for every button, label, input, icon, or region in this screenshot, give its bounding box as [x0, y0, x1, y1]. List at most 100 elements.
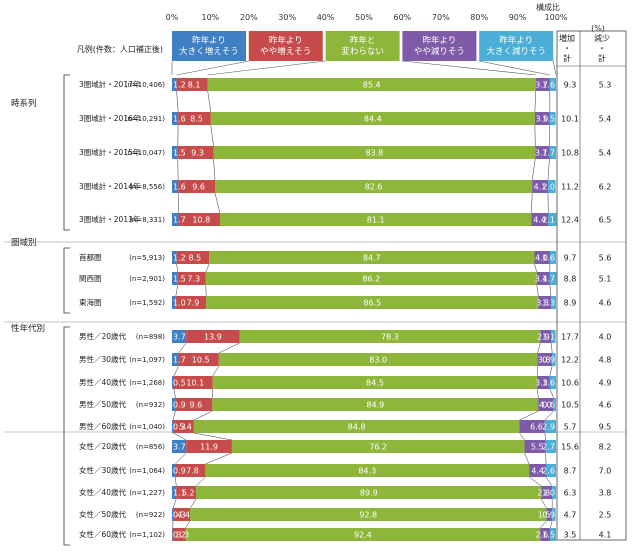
data-label: 1.6	[173, 183, 186, 192]
bar-segment	[538, 296, 552, 309]
data-label: 8.1	[188, 81, 201, 90]
legend-swatch	[479, 31, 554, 61]
row-n-label: (n=2,901)	[129, 275, 165, 283]
row-label: 女性／50歳代	[79, 509, 127, 519]
row-connector-line	[178, 342, 187, 354]
bar-segment	[209, 251, 535, 264]
side-header: 計	[563, 53, 571, 63]
group-bracket	[63, 247, 70, 314]
bar-segment	[551, 330, 556, 343]
increase-total: 8.8	[564, 275, 577, 284]
data-label: 0.3	[173, 423, 186, 432]
data-label: 0.9	[542, 511, 555, 520]
row-connector-line	[185, 520, 191, 529]
legend-entry: 昨年より	[192, 35, 226, 46]
bar-segment	[172, 528, 186, 541]
row-label: 3圏域計・2013年	[79, 214, 141, 224]
data-label: 9.6	[190, 401, 203, 410]
data-label: 0.2	[173, 531, 186, 540]
bar-segment	[210, 112, 535, 125]
row-connector-line	[544, 410, 554, 421]
bar-segment	[172, 296, 176, 309]
row-connector-line	[544, 432, 546, 441]
row-connector-line	[524, 452, 530, 465]
bar-segment	[186, 330, 240, 343]
x-tick-label: 40%	[317, 13, 335, 22]
row-connector-line	[519, 410, 539, 421]
increase-total: 9.3	[564, 81, 577, 90]
bar-segment	[173, 420, 194, 433]
increase-total: 3.5	[564, 531, 577, 540]
bar-segment	[552, 508, 556, 521]
bar-segment	[551, 296, 556, 309]
data-label: 84.8	[348, 423, 366, 432]
legend-connector-line	[176, 60, 249, 76]
group-label: 時系列	[11, 98, 37, 109]
row-connector-line	[173, 388, 176, 399]
legend-connector-line	[207, 60, 326, 76]
side-header: 減少	[594, 33, 610, 43]
group-label: 圏域別	[11, 237, 37, 248]
bar-segment	[549, 112, 556, 125]
side-header-dot: ・	[598, 44, 606, 53]
row-n-label: (n=10,291)	[125, 115, 166, 123]
data-label: 10.8	[192, 216, 210, 225]
decrease-total: 4.9	[599, 379, 612, 388]
data-label: 1.2	[173, 254, 186, 263]
row-connector-line	[172, 498, 177, 509]
data-label: 2.1	[542, 216, 555, 225]
data-label: 84.3	[358, 467, 376, 476]
data-label: 81.1	[367, 216, 385, 225]
bar-segment	[175, 464, 206, 477]
row-connector-line	[196, 476, 206, 487]
bar-segment	[177, 272, 206, 285]
bar-segment	[537, 353, 553, 366]
bar-segment	[175, 296, 207, 309]
row-label: 東海圏	[79, 297, 102, 307]
data-label: 2.7	[542, 443, 555, 452]
data-label: 1.6	[542, 81, 555, 90]
row-connector-line	[549, 284, 552, 297]
bar-segment	[176, 78, 208, 91]
row-connector-line	[531, 192, 533, 214]
legend-entry: やや減りそう	[414, 46, 465, 57]
row-connector-line	[519, 432, 525, 441]
data-label: 1.0	[542, 489, 555, 498]
row-connector-line	[549, 388, 554, 399]
bar-segment	[536, 272, 550, 285]
x-tick-label: 80%	[470, 13, 488, 22]
row-connector-line	[205, 263, 210, 273]
row-n-label: (n=856)	[136, 443, 165, 451]
data-label: 3.7	[535, 81, 548, 90]
data-label: 2.9	[537, 333, 550, 342]
bar-segment	[535, 78, 550, 91]
bar-segment	[205, 464, 530, 477]
data-label: 0.5	[173, 379, 186, 388]
decrease-total: 8.2	[599, 443, 612, 452]
row-connector-line	[176, 263, 179, 273]
bar-segment	[205, 272, 537, 285]
row-label: 3圏域計・2015年	[79, 147, 141, 157]
bar-segment	[172, 330, 187, 343]
increase-total: 10.8	[561, 149, 579, 158]
row-connector-line	[536, 284, 539, 297]
decrease-total: 4.1	[599, 531, 612, 540]
data-label: 3.7	[173, 443, 186, 452]
data-label: 1.1	[542, 333, 555, 342]
decrease-total: 4.6	[599, 299, 612, 308]
row-n-label: (n=8,556)	[129, 183, 165, 191]
bar-segment	[546, 464, 556, 477]
bar-segment	[172, 112, 179, 125]
group-bracket	[63, 326, 70, 546]
data-label: 1.7	[542, 275, 555, 284]
data-label: 4.0	[535, 254, 548, 263]
data-label: 4.4	[177, 511, 190, 520]
x-tick-label: 50%	[355, 13, 373, 22]
row-connector-line	[173, 432, 187, 441]
bar-segment	[173, 508, 191, 521]
data-label: 1.5	[542, 115, 555, 124]
bar-segment	[172, 528, 173, 541]
data-label: 84.9	[366, 401, 384, 410]
unit-label: (%)	[591, 24, 605, 33]
